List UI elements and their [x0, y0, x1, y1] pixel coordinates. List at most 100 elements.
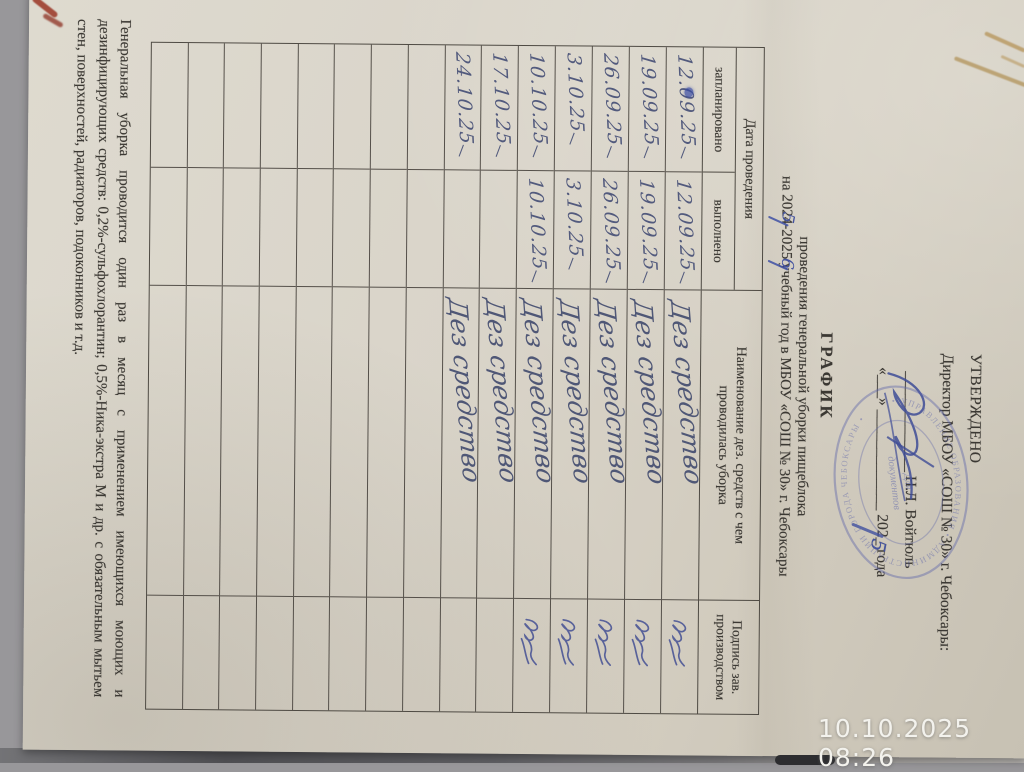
table-row: 3.10.25 3.10.25 Дез средство	[549, 45, 598, 713]
table-row	[328, 44, 372, 711]
signature-cell	[256, 597, 293, 710]
planned-date-cell	[224, 43, 261, 169]
stamp-center-line2: документов	[885, 456, 902, 511]
table-rows: 12.09.25 12.09.25 Дез средство 19.09.25 19.…	[146, 42, 709, 714]
done-date-cell	[369, 169, 407, 288]
planned-date: 3.10.25	[562, 45, 594, 148]
planned-date-cell	[260, 43, 298, 169]
agent-name-cell	[183, 286, 223, 597]
signature-cell	[183, 596, 220, 709]
planned-date: 19.09.25	[636, 46, 668, 162]
handwritten-signature	[520, 618, 539, 666]
done-date-cell	[259, 168, 297, 287]
agent-name-cell	[330, 287, 369, 598]
done-date-cell: 10.10.25	[516, 170, 556, 290]
signature-column-header: Подпись зав. производством	[713, 614, 746, 701]
planned-date-cell	[370, 44, 408, 170]
planned-date: 12.09.25	[673, 46, 705, 162]
planned-date-cell: 24.10.25	[444, 44, 483, 171]
planned-date-cell: 17.10.25	[481, 45, 520, 171]
done-date-cell: 26.09.25	[590, 170, 630, 290]
planned-date-cell: 26.09.25	[591, 45, 631, 172]
handwritten-signature	[557, 619, 576, 666]
round-stamp: • УПРАВЛЕНИЕ ОБРАЗОВАНИЯ • АДМИНИСТРАЦИИ…	[830, 385, 973, 580]
agent-name-cell	[403, 287, 443, 599]
done-date-cell	[333, 169, 370, 288]
table-row	[365, 44, 408, 711]
signature-cell	[550, 599, 587, 712]
planned-date: 26.09.25	[599, 45, 631, 161]
planned-date-cell	[187, 43, 225, 169]
planned-date: 17.10.25	[488, 45, 520, 161]
svg-text:• УПРАВЛЕНИЕ ОБРАЗОВАНИЯ • АДМ: • УПРАВЛЕНИЕ ОБРАЗОВАНИЯ • АДМИНИСТРАЦИИ…	[830, 389, 973, 576]
done-date-cell	[443, 170, 481, 289]
table-row: 24.10.25 Дез средство	[438, 44, 487, 712]
done-column-header: выполнено	[710, 199, 727, 263]
handwritten-signature	[631, 619, 650, 667]
date-column-group: Дата проведения запланировано выполнено	[701, 47, 764, 292]
planned-date-cell: 10.10.25	[517, 45, 557, 172]
table-row	[291, 43, 335, 711]
planned-date: 10.10.25	[525, 45, 557, 161]
planned-date-cell	[297, 43, 335, 170]
table-row	[146, 42, 188, 709]
signature-cell	[403, 598, 440, 711]
signature-cell	[366, 598, 403, 711]
approval-block: УТВЕРЖДЕНО Директор МБОУ «СОШ № 30» г. Ч…	[851, 353, 984, 744]
planned-date-cell: 3.10.25	[554, 45, 594, 172]
document-content: УТВЕРЖДЕНО Директор МБОУ «СОШ № 30» г. Ч…	[23, 0, 1024, 758]
done-date: 12.09.25	[672, 171, 704, 287]
signature-cell	[661, 600, 698, 713]
done-date-cell	[149, 167, 187, 287]
table-row: 12.09.25 12.09.25 Дез средство	[660, 46, 709, 714]
handwritten-signature	[594, 619, 613, 667]
agent-name-cell	[147, 285, 186, 596]
planned-date: 24.10.25	[451, 44, 483, 160]
agent-name-cell	[367, 287, 406, 598]
signature-cell	[146, 596, 183, 709]
planned-date-cell: 12.09.25	[665, 46, 705, 173]
done-date: 10.10.25	[524, 170, 556, 286]
done-date: 19.09.25	[635, 171, 667, 287]
signature-cell	[330, 597, 367, 710]
table-row: 19.09.25 19.09.25 Дез средство	[623, 46, 672, 714]
stamp-center-line1: Для	[901, 472, 914, 490]
done-date-cell: 12.09.25	[664, 171, 704, 291]
planned-date-cell: 19.09.25	[628, 46, 668, 173]
done-date-cell	[406, 169, 444, 289]
table-row	[181, 43, 225, 710]
title-block: ГРАФИК проведения генеральной уборки пищ…	[772, 0, 840, 757]
table-row	[218, 43, 261, 710]
dark-object	[775, 755, 835, 765]
handwritten-signature	[668, 619, 687, 667]
agent-name-cell	[257, 286, 296, 597]
done-date-cell	[223, 168, 260, 287]
date-group-header: Дата проведения	[733, 47, 764, 291]
table-row	[401, 44, 445, 712]
done-date: 3.10.25	[561, 170, 593, 273]
table-row	[255, 43, 298, 710]
table-row: 10.10.25 10.10.25 Дез средство	[512, 45, 561, 713]
signature-cell	[440, 598, 477, 711]
done-date: 26.09.25	[598, 170, 630, 286]
signature-cell	[587, 600, 624, 713]
done-date-cell: 19.09.25	[627, 171, 667, 291]
done-date-cell	[186, 168, 224, 287]
director-signature	[883, 372, 935, 502]
document-title: ГРАФИК	[816, 332, 837, 421]
planned-column-header: запланировано	[702, 47, 736, 173]
agent-name-cell: Дез средство	[440, 288, 487, 599]
agent-name-cell	[220, 286, 259, 597]
footnote: Генеральная уборка проводится один раз в…	[71, 19, 134, 698]
signature-cell	[293, 597, 330, 710]
signature-cell	[476, 599, 513, 712]
signature-cell	[624, 600, 661, 713]
done-date-cell	[296, 168, 334, 288]
done-date-cell: 3.10.25	[553, 170, 593, 290]
done-date-cell	[480, 170, 517, 289]
signature-cell	[513, 599, 550, 712]
agent-column-header: Наименование дез. средств с чем проводил…	[699, 290, 762, 602]
table-row: 26.09.25 26.09.25 Дез средство	[586, 45, 635, 713]
planned-date-cell	[407, 44, 445, 171]
